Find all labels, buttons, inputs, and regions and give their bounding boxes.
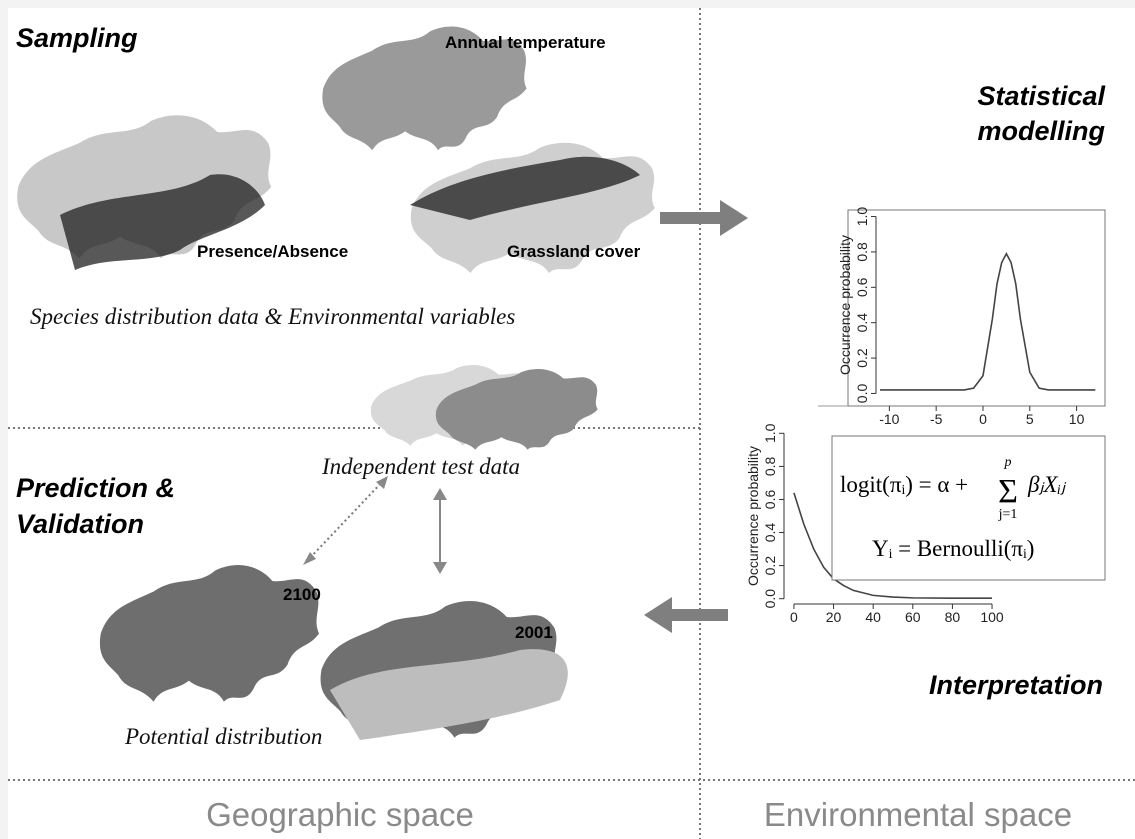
map-label: Annual temperature [445,33,606,52]
y-tick-label: 0.4 [854,313,870,333]
formula: logit(πᵢ) = α + [840,472,968,497]
heading: modelling [978,116,1106,146]
x-tick-label: 40 [865,609,881,625]
y-axis-label: Occurrence probability [745,446,761,586]
figure: -10-505100.00.20.40.60.81.0Occurrence pr… [0,0,1135,839]
y-tick-label: 0.6 [762,490,778,510]
formula-upper: p [1004,455,1012,470]
caption: Potential distribution [124,724,322,749]
formula: βⱼXᵢⱼ [1027,472,1067,497]
y-axis-label: Occurrence probability [837,235,853,375]
formula-sum: Σ [998,473,1018,510]
plot-frame-1 [848,210,1105,406]
heading: Statistical [977,81,1105,111]
footer-label: Environmental space [764,796,1072,833]
map-label: 2001 [515,623,553,642]
x-tick-label: -10 [879,411,899,427]
y-tick-label: 0.6 [854,277,870,297]
y-tick-label: 0.4 [762,523,778,543]
x-tick-label: 5 [1026,411,1034,427]
formula: Yᵢ = Bernoulli(πᵢ) [872,536,1034,561]
y-tick-label: 0.8 [762,456,778,476]
x-tick-label: 100 [980,609,1004,625]
caption: Independent test data [321,454,520,479]
x-tick-label: 0 [790,609,798,625]
map-label: 2100 [283,585,321,604]
map-label: Grassland cover [507,242,641,261]
map-label: Presence/Absence [197,242,348,261]
y-tick-label: 0.0 [854,384,870,404]
footer-label: Geographic space [206,796,474,833]
x-tick-label: -5 [930,411,943,427]
heading: Sampling [16,23,138,53]
x-tick-label: 10 [1069,411,1085,427]
formula-lower: j=1 [998,507,1018,522]
heading: Prediction & [16,473,175,503]
y-tick-label: 1.0 [854,207,870,227]
x-tick-label: 20 [826,609,842,625]
x-tick-label: 0 [979,411,987,427]
caption: Species distribution data & Environmenta… [30,304,515,329]
y-tick-label: 0.2 [854,348,870,368]
y-tick-label: 0.2 [762,556,778,576]
y-tick-label: 0.8 [854,242,870,262]
heading: Validation [16,509,144,539]
heading: Interpretation [929,670,1103,700]
y-tick-label: 1.0 [762,423,778,443]
x-tick-label: 80 [945,609,961,625]
y-tick-label: 0.0 [762,589,778,609]
x-tick-label: 60 [905,609,921,625]
